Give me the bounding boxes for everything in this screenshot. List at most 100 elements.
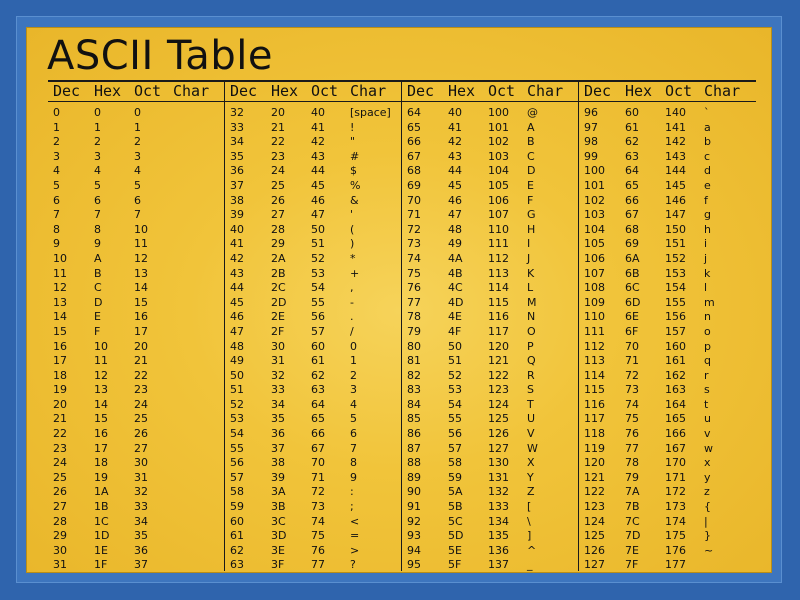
cell-dec: 43 — [230, 266, 244, 280]
cell-char: 9 — [350, 470, 357, 484]
cell-dec: 122 — [584, 485, 605, 499]
table-row: 10 A 12 — [48, 252, 225, 267]
cell-hex: 0 — [94, 106, 101, 119]
table-row: 85 55 125 U — [402, 412, 579, 427]
cell-oct: 61 — [311, 354, 325, 368]
cell-hex: 35 — [271, 412, 285, 426]
cell-hex: 5C — [448, 514, 463, 528]
cell-oct: 165 — [665, 412, 686, 426]
cell-char: t — [704, 397, 709, 411]
cell-dec: 83 — [407, 383, 421, 397]
cell-dec: 36 — [230, 164, 244, 178]
table-row: 103 67 147 g — [579, 208, 756, 223]
cell-oct: 127 — [488, 441, 509, 455]
cell-dec: 2 — [53, 135, 60, 149]
table-row: 72 48 110 H — [402, 223, 579, 238]
table-row: 17 11 21 — [48, 354, 225, 369]
cell-char: I — [527, 237, 531, 251]
cell-hex: 63 — [625, 149, 639, 163]
cell-dec: 78 — [407, 310, 421, 324]
cell-hex: 5B — [448, 500, 463, 514]
cell-oct: 166 — [665, 427, 686, 441]
cell-char: 0 — [350, 339, 357, 353]
cell-oct: 171 — [665, 470, 686, 484]
cell-hex: 4 — [94, 164, 101, 178]
header-dec: Dec — [230, 82, 258, 100]
cell-hex: 27 — [271, 208, 285, 222]
cell-dec: 0 — [53, 106, 60, 119]
cell-char: d — [704, 164, 711, 178]
cell-oct: 121 — [488, 354, 509, 368]
cell-char: O — [527, 324, 536, 338]
cell-hex: 59 — [448, 470, 462, 484]
cell-char: + — [350, 266, 360, 280]
table-row: 41 29 51) — [225, 237, 402, 252]
table-row: 101 65 145 e — [579, 179, 756, 194]
table-rows: 64 40 100 @65 41 101 A 66 42 102 B 67 43 103 C 68 44 104 D… — [402, 106, 579, 573]
cell-char: \ — [527, 514, 531, 528]
cell-hex: 10 — [94, 339, 108, 353]
cell-oct: 34 — [134, 514, 148, 528]
table-row: 59 3B 73; — [225, 500, 402, 515]
table-row: 60 3C 74 < — [225, 515, 402, 530]
cell-oct: 113 — [488, 266, 509, 280]
cell-oct: 151 — [665, 237, 686, 251]
cell-hex: 3C — [271, 514, 286, 528]
cell-oct: 20 — [134, 339, 148, 353]
cell-oct: 137 — [488, 558, 509, 572]
cell-oct: 36 — [134, 543, 148, 557]
cell-char: 1 — [350, 354, 357, 368]
cell-hex: 3A — [271, 485, 286, 499]
cell-hex: 40 — [448, 106, 462, 119]
cell-hex: 9 — [94, 237, 101, 251]
cell-dec: 72 — [407, 222, 421, 236]
cell-hex: 48 — [448, 222, 462, 236]
cell-char: ; — [350, 500, 354, 514]
header-row: Dec Hex Oct Char — [402, 81, 579, 101]
table-row: 15 F 17 — [48, 325, 225, 340]
cell-dec: 106 — [584, 251, 605, 265]
cell-oct: 117 — [488, 324, 509, 338]
cell-dec: 88 — [407, 456, 421, 470]
cell-char: o — [704, 324, 711, 338]
cell-oct: 176 — [665, 543, 686, 557]
cell-oct: 57 — [311, 324, 325, 338]
cell-hex: 72 — [625, 368, 639, 382]
table-row: 89 59 131 Y — [402, 471, 579, 486]
cell-hex: 37 — [271, 441, 285, 455]
cell-dec: 89 — [407, 470, 421, 484]
table-row: 124 7C 174 | — [579, 515, 756, 530]
table-row: 4 4 4 — [48, 164, 225, 179]
cell-oct: 14 — [134, 281, 148, 295]
cell-hex: 24 — [271, 164, 285, 178]
cell-hex: 5A — [448, 485, 463, 499]
cell-dec: 76 — [407, 281, 421, 295]
cell-dec: 117 — [584, 412, 605, 426]
cell-dec: 63 — [230, 558, 244, 572]
cell-char: T — [527, 397, 534, 411]
cell-oct: 73 — [311, 500, 325, 514]
cell-hex: E — [94, 310, 101, 324]
cell-dec: 31 — [53, 558, 67, 572]
cell-hex: 34 — [271, 397, 285, 411]
cell-oct: 174 — [665, 514, 686, 528]
cell-oct: 110 — [488, 222, 509, 236]
table-row: 63 3F 77? — [225, 558, 402, 573]
table-row: 23 17 27 — [48, 442, 225, 457]
table-row: 57 39 71 9 — [225, 471, 402, 486]
cell-dec: 121 — [584, 470, 605, 484]
cell-hex: 47 — [448, 208, 462, 222]
cell-dec: 100 — [584, 164, 605, 178]
cell-char: m — [704, 295, 715, 309]
cell-oct: 5 — [134, 178, 141, 192]
cell-oct: 136 — [488, 543, 509, 557]
cell-hex: 1F — [94, 558, 108, 572]
cell-dec: 8 — [53, 222, 60, 236]
cell-char: s — [704, 383, 710, 397]
cell-hex: 39 — [271, 470, 285, 484]
cell-dec: 11 — [53, 266, 67, 280]
cell-char: q — [704, 354, 711, 368]
cell-oct: 64 — [311, 397, 325, 411]
cell-hex: 7 — [94, 208, 101, 222]
table-row: 1 1 1 — [48, 121, 225, 136]
